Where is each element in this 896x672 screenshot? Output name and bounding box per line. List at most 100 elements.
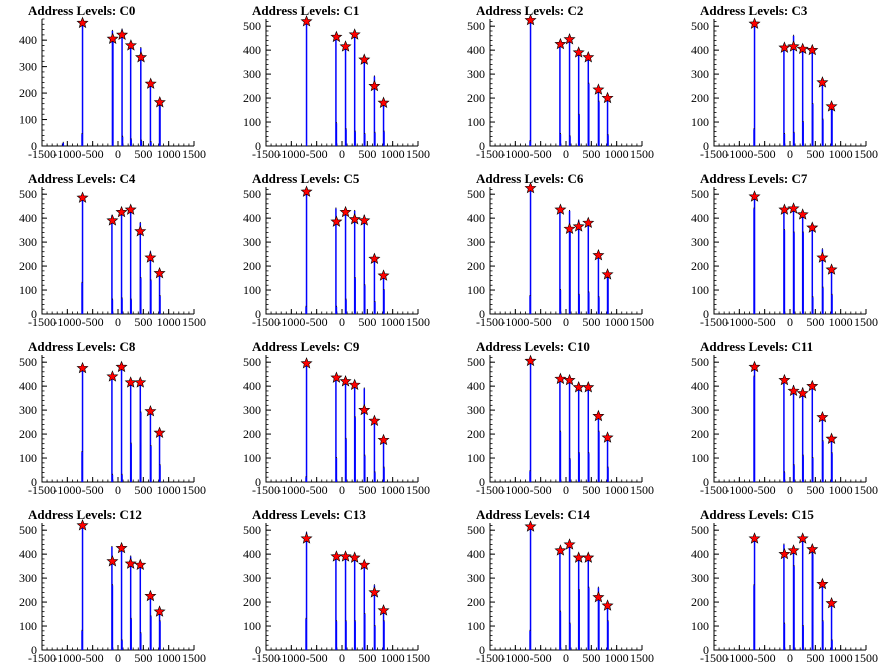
x-tick-label: -500 (530, 651, 552, 665)
bar (597, 254, 600, 314)
peak-marker (554, 203, 567, 215)
x-tick-label: 1500 (406, 651, 430, 665)
y-tick-label: 200 (243, 91, 261, 105)
bar (830, 269, 833, 314)
bar (81, 24, 84, 147)
x-tick-label: 500 (582, 147, 600, 161)
x-tick-label: 500 (134, 315, 152, 329)
peak-marker (592, 83, 605, 95)
peak-marker (816, 76, 829, 88)
peak-marker (796, 387, 809, 399)
y-tick-label: 400 (243, 547, 261, 561)
y-tick-label: 200 (691, 259, 709, 273)
peak-marker (368, 414, 381, 427)
bar (811, 50, 814, 147)
bar (140, 633, 142, 650)
chart-title: Address Levels: C7 (700, 171, 808, 186)
chart-panel-c0: Address Levels: C0 0 100 200 300 400 -1500 -100… (0, 0, 224, 168)
x-tick-label: -1000 (53, 483, 81, 497)
peak-marker (348, 551, 361, 563)
peak-marker (76, 191, 89, 203)
bar (578, 114, 580, 146)
peak-marker (592, 590, 605, 603)
bar (354, 131, 356, 146)
x-tick-label: 1000 (381, 483, 405, 497)
chart-title: Address Levels: C6 (476, 171, 584, 186)
chart-panel-c10: Address Levels: C10 0 100 200 300 400 500 -1500… (448, 336, 672, 504)
peak-marker (778, 373, 791, 386)
chart-panel-c1: Address Levels: C1 0 100 200 300 400 500 -1500-… (224, 0, 448, 168)
bar (559, 208, 561, 314)
x-tick-label: 0 (787, 651, 793, 665)
bar (150, 142, 152, 146)
bar (578, 294, 580, 314)
bar (364, 614, 366, 650)
peak-marker (134, 376, 147, 388)
bar (783, 544, 785, 650)
bar (753, 208, 755, 314)
bar (607, 135, 609, 146)
y-tick-label: 400 (691, 43, 709, 57)
y-tick-label: 0 (479, 139, 485, 153)
peak-marker (377, 96, 390, 108)
bar (568, 544, 571, 650)
chart-plot: 0 100 200 300 400 500 -1500-1000 -500 0 500 1000 15… (467, 13, 654, 161)
y-tick-label: 0 (255, 643, 261, 657)
peak-marker (124, 39, 137, 51)
peak-marker (144, 404, 157, 417)
bar (793, 232, 795, 314)
y-tick-label: 100 (691, 283, 709, 297)
y-tick-label: 400 (691, 379, 709, 393)
x-tick-label: -1000 (53, 147, 81, 161)
bar (305, 21, 308, 147)
chart-plot: 0 100 200 300 400 500 -1500-1000 -500 0 500 1000 15… (19, 187, 206, 329)
y-tick-label: 200 (691, 91, 709, 105)
x-tick-label: 0 (563, 483, 569, 497)
bar (344, 378, 347, 482)
y-tick-label: 500 (19, 355, 37, 369)
x-tick-label: 500 (806, 315, 824, 329)
chart-panel-c6: Address Levels: C6 0 100 200 300 400 500 -1500-… (448, 168, 672, 336)
bar (140, 48, 142, 146)
bar (606, 436, 609, 482)
y-tick-label: 300 (19, 235, 37, 249)
bar (129, 556, 132, 650)
peak-marker (582, 551, 595, 563)
x-tick-label: 500 (582, 651, 600, 665)
y-tick-label: 0 (31, 139, 37, 153)
x-tick-label: -1000 (501, 483, 529, 497)
peak-marker (368, 252, 381, 264)
chart-title: Address Levels: C12 (28, 507, 142, 522)
bar (112, 37, 114, 147)
bar (783, 472, 786, 482)
bar (588, 453, 590, 482)
y-tick-label: 100 (691, 115, 709, 129)
bar (577, 383, 580, 482)
x-tick-label: 0 (339, 483, 345, 497)
bar (354, 417, 356, 482)
chart-title: Address Levels: C4 (28, 171, 136, 186)
bar (111, 299, 114, 314)
bar (111, 376, 113, 482)
x-tick-label: 1000 (605, 651, 629, 665)
bar (559, 376, 561, 482)
axis-frame (41, 355, 194, 483)
bar (345, 129, 347, 146)
bar (569, 230, 571, 314)
y-tick-label: 0 (31, 307, 37, 321)
bar (753, 129, 755, 146)
peak-marker (796, 42, 809, 55)
peak-marker (806, 543, 819, 555)
y-tick-label: 200 (243, 595, 261, 609)
y-tick-label: 0 (703, 475, 709, 489)
x-tick-label: 1000 (829, 483, 853, 497)
peak-marker (76, 519, 89, 531)
peak-marker (115, 205, 128, 218)
x-tick-label: -1000 (277, 651, 305, 665)
bar (374, 626, 376, 650)
peak-marker (339, 375, 352, 387)
x-tick-label: 1000 (381, 147, 405, 161)
x-tick-label: 0 (563, 651, 569, 665)
bar (569, 459, 571, 482)
y-tick-label: 100 (243, 451, 261, 465)
